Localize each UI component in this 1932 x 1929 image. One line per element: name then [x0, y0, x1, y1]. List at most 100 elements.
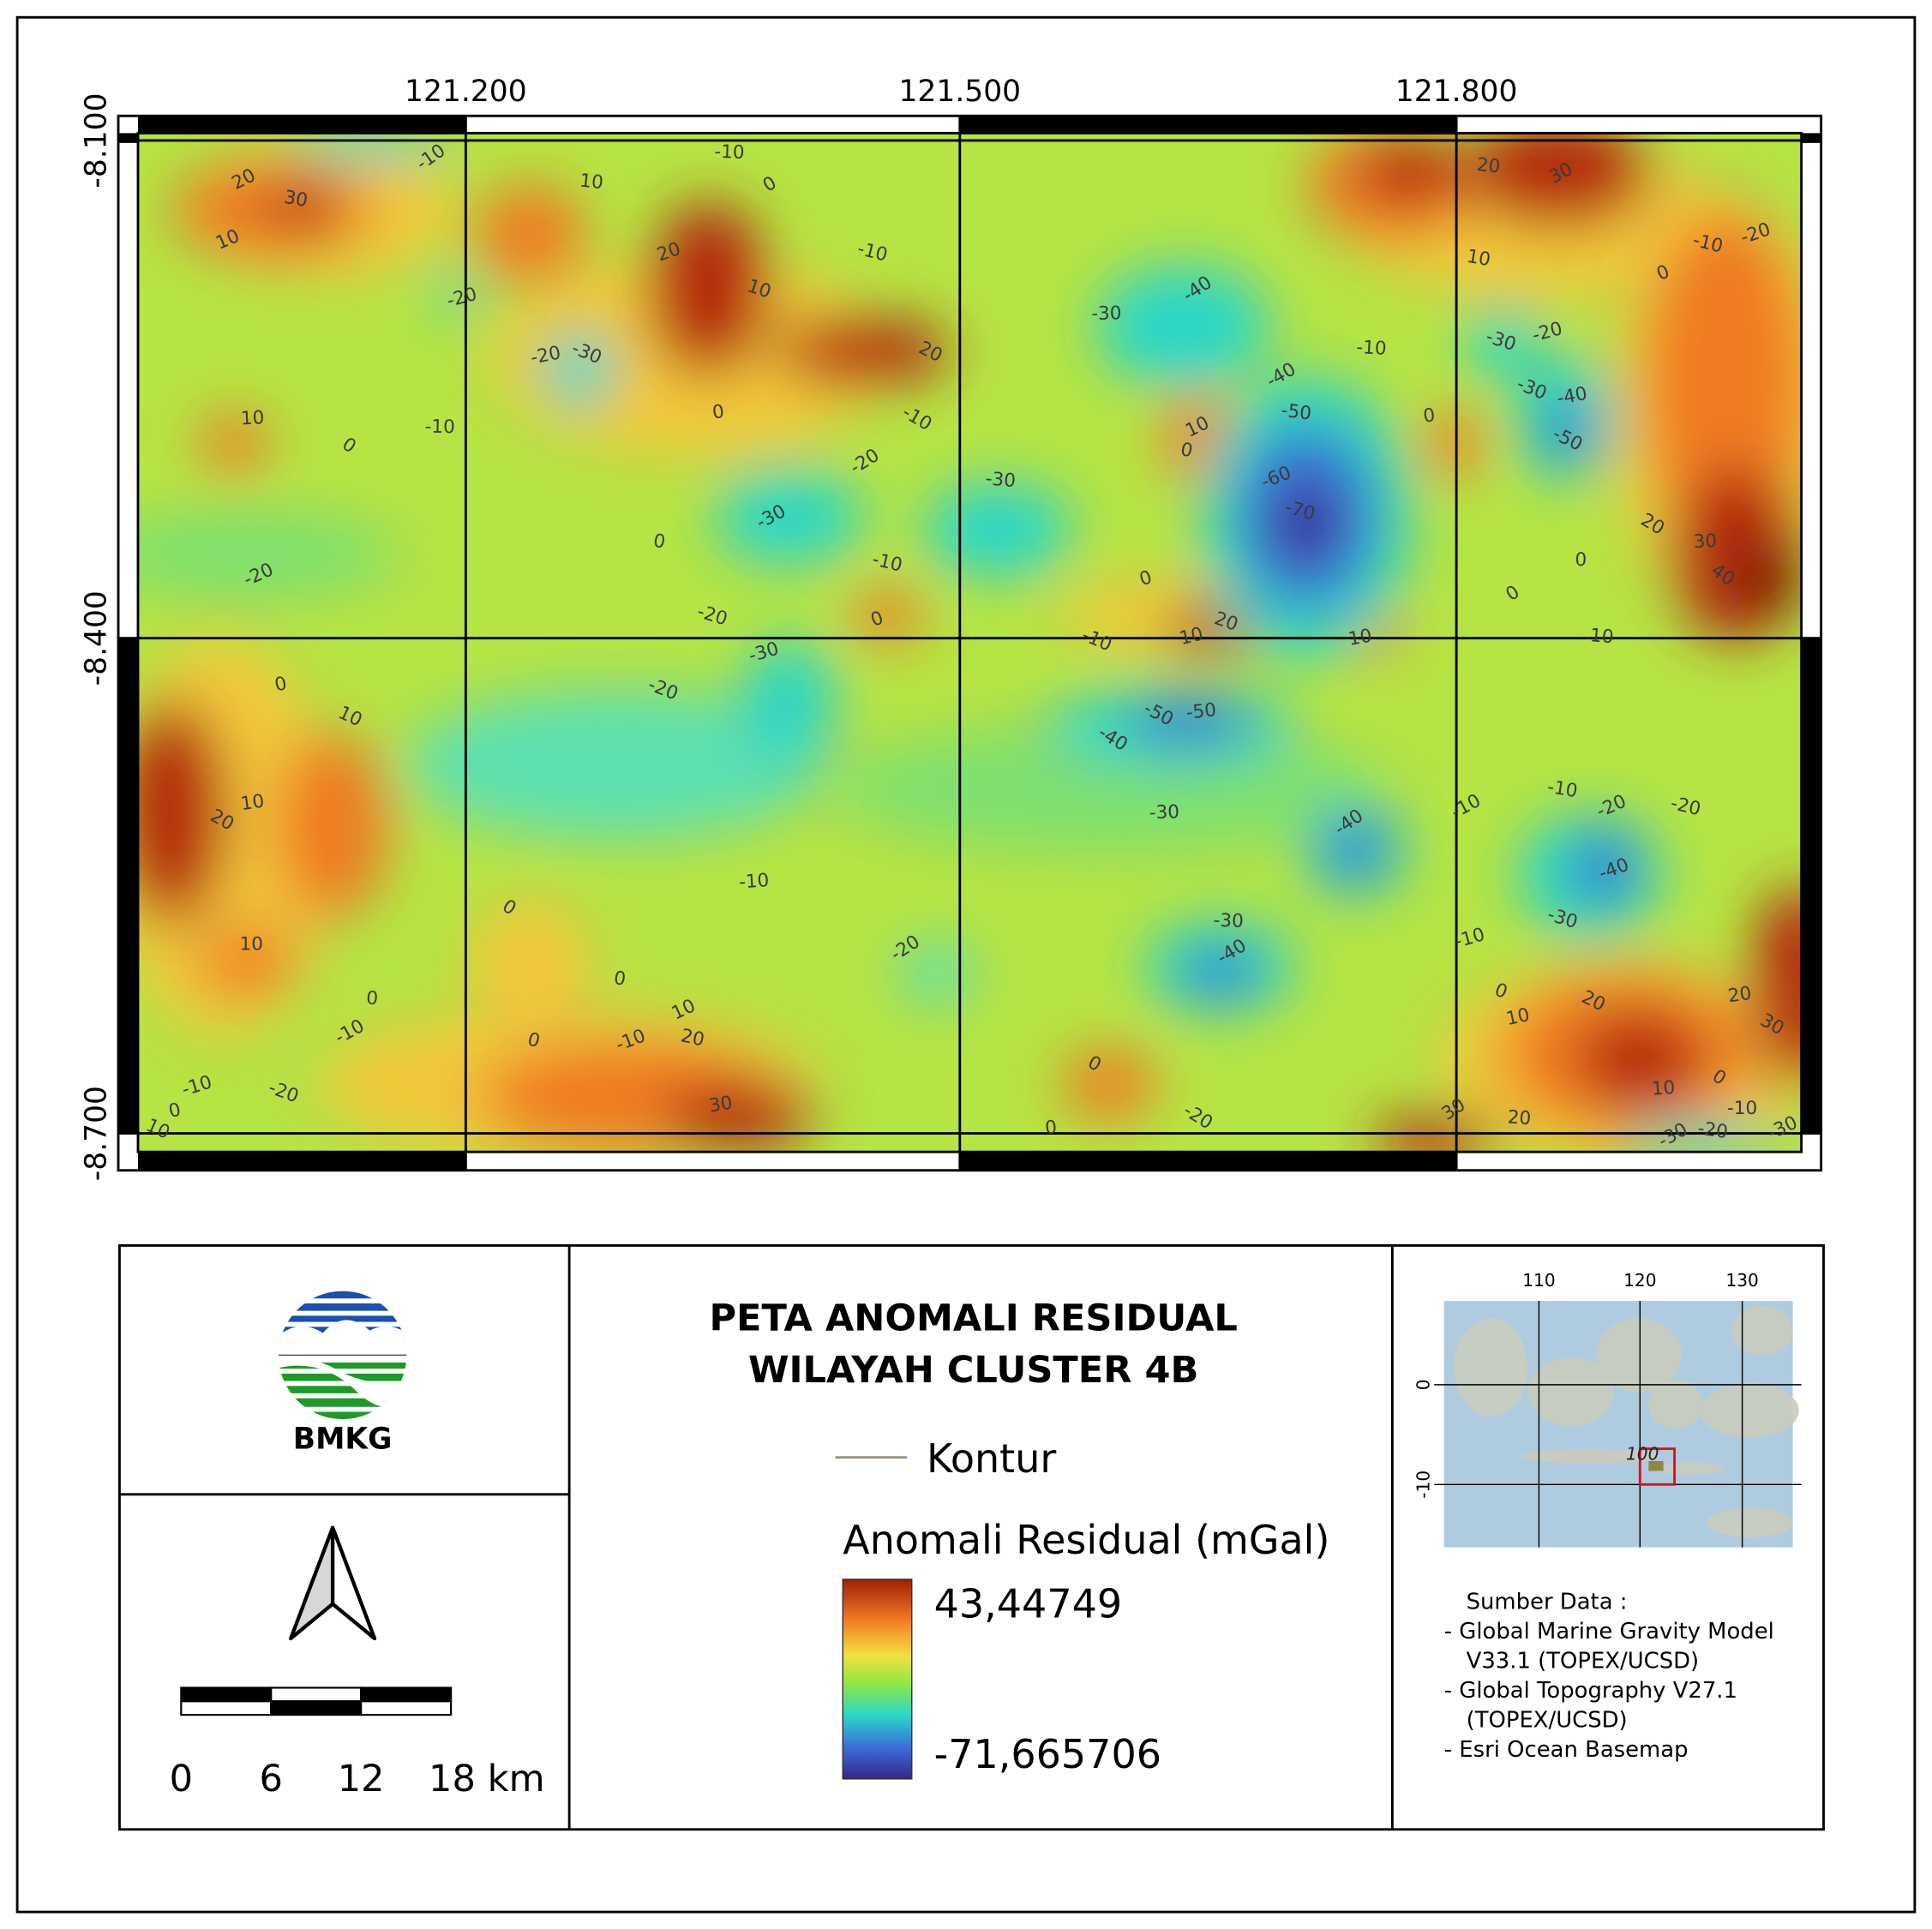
contour-label: 0	[365, 987, 378, 1009]
contour-line	[255, 180, 349, 234]
contour-label: -50	[1280, 400, 1312, 425]
source-line: - Global Marine Gravity Model	[1444, 1619, 1774, 1644]
graticule-labels: 121.200 121.500 121.800 -8.100 -8.400 -8…	[80, 75, 1518, 1181]
contour-label: -10	[424, 416, 455, 439]
contour-line	[1507, 347, 1623, 491]
contour-line	[1320, 815, 1391, 885]
contour-line	[267, 718, 398, 933]
scale-label: 12	[338, 1758, 385, 1800]
map-title: WILAYAH CLUSTER 4B	[748, 1349, 1198, 1392]
contour-label: 30	[1693, 530, 1718, 553]
contour-line	[1323, 614, 1412, 656]
anomaly-blob	[474, 184, 585, 284]
contour-label: -30	[985, 468, 1017, 492]
anomaly-raster	[138, 133, 1802, 1153]
anomaly-blob	[1733, 544, 1802, 614]
scale-bar	[180, 1686, 453, 1716]
anomaly-blob	[741, 640, 836, 764]
contour-line	[1176, 946, 1263, 1000]
lon-label: 121.200	[405, 75, 527, 109]
contour-line	[1421, 403, 1486, 484]
ramp-min-label: -71,665706	[934, 1731, 1161, 1777]
lat-label: -8.400	[80, 590, 114, 686]
inset-lon-label: 130	[1725, 1270, 1758, 1291]
contour-line	[1596, 165, 1802, 649]
contour-line	[762, 310, 963, 392]
contour-line	[1227, 414, 1385, 620]
anomaly-blob	[1183, 950, 1257, 996]
contour-line	[636, 189, 781, 390]
anomaly-blob	[542, 332, 616, 407]
contour-label: 10	[1465, 246, 1491, 271]
contour-label: 10	[1651, 1077, 1676, 1100]
contour-label: -30	[1149, 801, 1179, 824]
contour-line	[912, 475, 1084, 585]
contour-line	[193, 408, 275, 479]
contour-line	[1353, 133, 1469, 213]
anomaly-blob	[1062, 1049, 1156, 1119]
source-line: (TOPEX/UCSD)	[1467, 1707, 1628, 1733]
contour-label: -10	[714, 141, 745, 164]
north-arrow	[289, 1525, 377, 1641]
contour-label: 0	[613, 967, 627, 991]
contour-line	[1614, 1118, 1786, 1153]
anomaly-blob	[1542, 401, 1593, 461]
contour-legend-label: Kontur	[927, 1435, 1056, 1482]
contour-line	[1155, 602, 1272, 656]
contour-line	[535, 326, 623, 414]
contour-line	[282, 997, 851, 1153]
contour-label: 30	[707, 1093, 734, 1117]
contour-label: 0	[525, 1028, 543, 1052]
contour-label: 0	[1137, 566, 1155, 590]
contour-line	[1460, 304, 1547, 386]
contour-line	[653, 1074, 825, 1153]
contour-line	[1569, 824, 1640, 913]
contour-line	[1413, 945, 1802, 1153]
legend-title: Anomali Residual (mGal)	[843, 1517, 1329, 1563]
logo-text: BMKG	[293, 1423, 393, 1457]
lat-label: -8.100	[80, 93, 114, 188]
contour-label: 10	[239, 791, 266, 816]
contour-line	[1484, 960, 1769, 1147]
anomaly-blob	[138, 511, 394, 598]
contour-label: 30	[282, 187, 309, 212]
anomaly-blob	[277, 733, 388, 919]
inset-lon-label: 110	[1522, 1270, 1555, 1291]
anomaly-blob	[262, 184, 342, 230]
contour-label: 0	[1044, 1117, 1058, 1139]
inset-annotation: 100	[1626, 1444, 1659, 1465]
contour-line	[457, 1032, 800, 1153]
scale-label: 18 km	[429, 1758, 545, 1800]
contour-line	[846, 584, 928, 649]
anomaly-blob	[1466, 133, 1652, 229]
contour-line	[1567, 1004, 1711, 1115]
contour-line	[1741, 871, 1802, 1100]
contour-label: 0	[167, 1099, 183, 1123]
contour-label: -10	[1727, 1098, 1757, 1119]
contour-label: 0	[273, 673, 289, 696]
contour-label: 10	[1504, 1004, 1532, 1030]
source-line: V33.1 (TOPEX/UCSD)	[1467, 1648, 1700, 1674]
contour-line	[458, 889, 602, 1033]
contour-line	[163, 133, 477, 289]
contour-label: -30	[1213, 910, 1244, 932]
contour-line	[1133, 912, 1306, 1022]
contour-line	[1158, 386, 1232, 488]
contour-label: -10	[1545, 776, 1579, 802]
anomaly-blob	[406, 690, 826, 838]
contour-line	[795, 716, 1422, 860]
contour-label: -10	[1356, 337, 1387, 360]
contour-label: -30	[1091, 303, 1122, 325]
contour-label: 10	[1589, 625, 1614, 648]
anomaly-blob	[1645, 209, 1802, 554]
anomaly-blob	[138, 702, 228, 925]
contour-line	[1658, 454, 1802, 655]
contour-line	[892, 937, 981, 1010]
contour-line	[156, 154, 386, 265]
outer-border	[15, 15, 1917, 1914]
contour-line	[1632, 183, 1802, 582]
contour-label: 20	[1726, 983, 1753, 1008]
anomaly-blob	[1361, 138, 1461, 207]
lat-label: -8.700	[80, 1086, 114, 1181]
anomaly-blob	[852, 589, 922, 644]
